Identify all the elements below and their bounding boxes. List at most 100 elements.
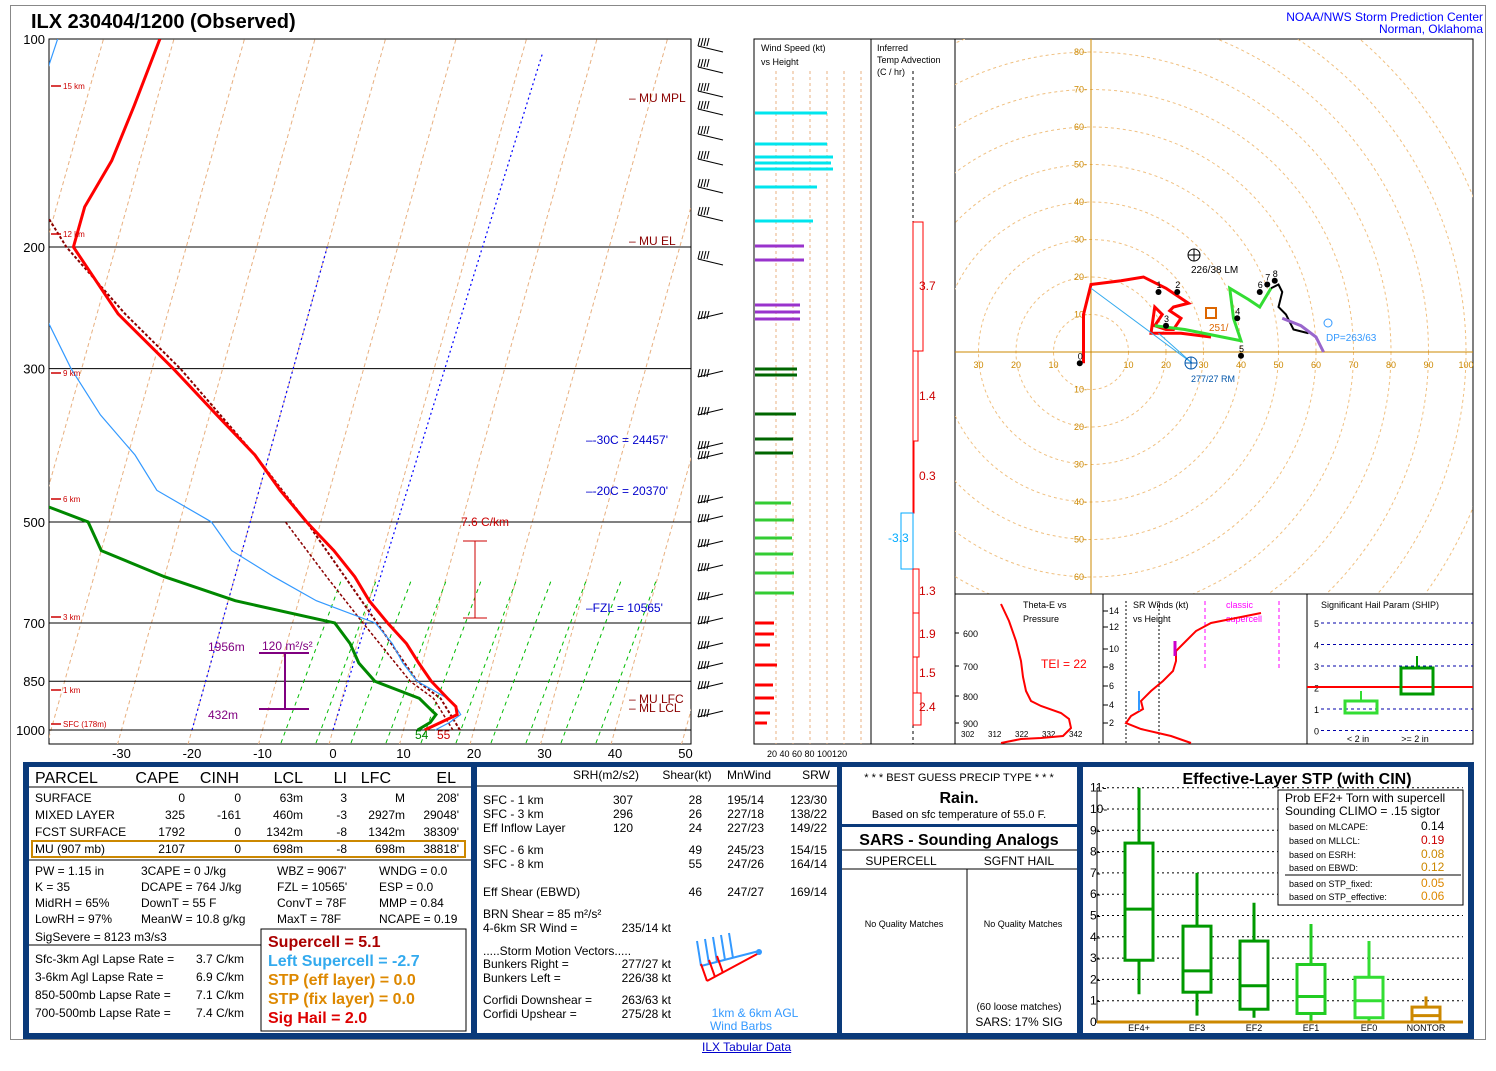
- temp-advection-panel: Inferred Temp Advection (C / hr) 3.7 1.4 0…: [870, 38, 956, 745]
- misc-param: ConvT = 78F: [277, 896, 346, 910]
- height-mark-label: 0: [1078, 351, 1083, 361]
- pressure-label: 200: [23, 240, 45, 255]
- barb-flag: [697, 150, 701, 160]
- kin-cell: SFC - 1 km: [483, 793, 544, 807]
- barb-flag: [703, 368, 707, 378]
- temp-tick-label: -20: [183, 746, 202, 761]
- barb-flag: [703, 615, 707, 625]
- height-mark-label: 6: [1258, 280, 1263, 290]
- composite-param: Left Supercell = -2.7: [268, 953, 420, 970]
- tadv-value: 0.3: [919, 469, 936, 483]
- height-mark-label: 3: [1164, 314, 1169, 324]
- height-label: 6 km: [63, 495, 81, 504]
- height-label: 1 km: [63, 686, 81, 695]
- wind-barb: [697, 640, 724, 650]
- lapse-label: 850-500mb Lapse Rate =: [35, 988, 171, 1002]
- vector-value: 277/27 kt: [622, 957, 672, 971]
- isotherm: [49, 39, 175, 488]
- barb-flag: [706, 440, 710, 450]
- height-label: SFC (178m): [63, 720, 107, 729]
- srw-supercell: supercell: [1226, 614, 1262, 624]
- barb-flag: [703, 58, 707, 68]
- precip-value: Rain.: [939, 790, 978, 807]
- kin-cell: Eff Shear (EBWD): [483, 885, 580, 899]
- theta-x-label: 302: [961, 730, 975, 739]
- wind-barb: [697, 178, 724, 194]
- param-cell: FCST SURFACE: [35, 825, 126, 839]
- barb-flag: [706, 37, 710, 47]
- barb-staff: [697, 370, 724, 378]
- barb-flag: [706, 178, 710, 188]
- ship-y-label: 0: [1314, 727, 1319, 737]
- barb-flag: [706, 660, 710, 670]
- srw-h-label: 2: [1109, 718, 1114, 728]
- kin-cell: 120: [613, 821, 633, 835]
- barb-staff: [697, 540, 724, 548]
- hodo-trace-6-9km: [1270, 283, 1309, 335]
- srw-h-label: 14: [1109, 606, 1119, 616]
- height-label: 9 km: [63, 369, 81, 378]
- param-cell: 208': [437, 791, 459, 805]
- barb-flag: [706, 150, 710, 160]
- stp-category: EF4+: [1128, 1023, 1150, 1033]
- barb-flag: [700, 58, 704, 68]
- wind-barb: [697, 250, 724, 266]
- wind-barb: [697, 591, 724, 601]
- tadv-value: -3.3: [888, 531, 909, 545]
- misc-param: MMP = 0.84: [379, 896, 444, 910]
- param-header: CINH: [200, 770, 239, 787]
- kin-cell: 195/14: [727, 793, 764, 807]
- mean-wind-marker: [1205, 307, 1217, 319]
- hodo-ring-label: 50-: [1074, 535, 1087, 545]
- barb-flag: [700, 660, 704, 670]
- sr46-label: 4-6km SR Wind =: [483, 921, 577, 935]
- lapse-value: 3.7 C/km: [196, 952, 244, 966]
- kin-cell: Eff Inflow Layer: [483, 821, 566, 835]
- barb-flag: [703, 450, 707, 460]
- height-mark-label: 2: [1175, 280, 1180, 290]
- stp-stat-label: based on MLLCL:: [1289, 836, 1360, 846]
- mu-highlight: [31, 840, 466, 858]
- barb-staff: [697, 186, 724, 194]
- barb-flag: [706, 310, 710, 320]
- wind-barb: [697, 206, 724, 222]
- height-mark: [1155, 289, 1162, 295]
- hodo-ring-label: 70-: [1074, 85, 1087, 95]
- hodo-x-label: 20: [1011, 360, 1021, 370]
- hodo-ring-label: 30-: [1074, 460, 1087, 470]
- lapse-label: 700-500mb Lapse Rate =: [35, 1006, 171, 1020]
- param-cell: 29048': [423, 808, 459, 822]
- barb-flag: [700, 150, 704, 160]
- wind-barb: [697, 708, 724, 718]
- fzl-label: –FZL = 10565': [586, 601, 663, 615]
- kin-cell: 149/22: [790, 821, 827, 835]
- stp-iqr: [1238, 939, 1270, 1011]
- vector-label: Bunkers Left =: [483, 971, 561, 985]
- height-mark: [1238, 352, 1244, 359]
- barb-flag: [700, 250, 704, 260]
- kin-cell: 154/15: [790, 843, 827, 857]
- tadv-value: 1.4: [919, 389, 936, 403]
- srw-h-label: 12: [1109, 622, 1119, 632]
- barb-flag: [697, 440, 701, 450]
- stp-category: EF2: [1246, 1023, 1263, 1033]
- tabular-data-link[interactable]: ILX Tabular Data: [702, 1040, 792, 1054]
- barb-flag: [706, 680, 710, 690]
- barb-flag: [700, 406, 704, 416]
- kin-header: Shear(kt): [662, 768, 711, 782]
- precip-note: Based on sfc temperature of 55.0 F.: [872, 809, 1046, 821]
- sars-loose: (60 loose matches): [976, 1002, 1061, 1013]
- barb-staff: [697, 408, 724, 416]
- mu-lfc-label: – MU LFC: [629, 692, 684, 706]
- wind-barb: [697, 125, 724, 141]
- ship-y-label: 2: [1314, 684, 1319, 694]
- temp-tick-label: 20: [467, 746, 481, 761]
- parcel-params-box: PARCEL CAPE CINH LCL LI LFC EL SURFACE 0 0 63m 3 M 20…: [29, 767, 471, 1033]
- barb-flag: [700, 513, 704, 523]
- barb-flag: [697, 494, 701, 504]
- hodo-ring-label: 40-: [1074, 197, 1087, 207]
- isotherm: [469, 39, 668, 744]
- tadv-value: 1.9: [919, 627, 936, 641]
- barb-flag: [697, 37, 701, 47]
- theta-e-panel: Theta-E vs Pressure TEI = 22 600 700 800 90…: [954, 593, 1104, 745]
